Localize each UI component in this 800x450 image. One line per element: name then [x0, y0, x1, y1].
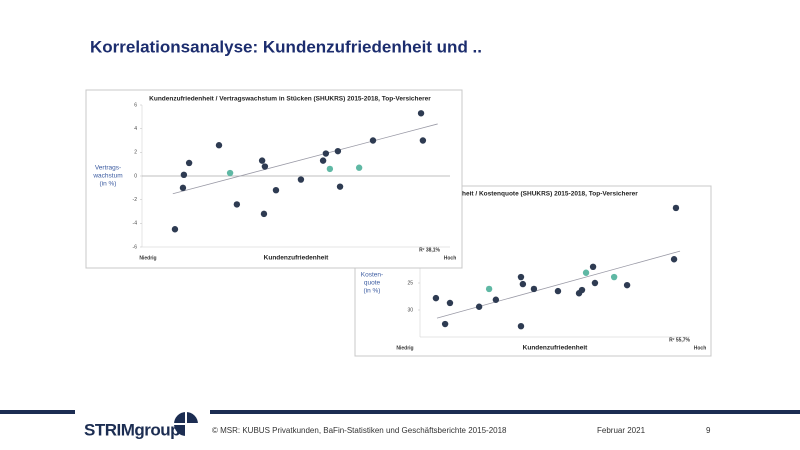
point — [517, 273, 525, 281]
point — [417, 110, 425, 117]
chart-title: heit / Kostenquote (SHUKRS) 2015-2018, T… — [462, 191, 638, 198]
point — [519, 280, 527, 288]
logo: STRIMgroup — [84, 420, 180, 439]
point — [171, 226, 179, 233]
footer-rule — [210, 410, 800, 414]
y-axis-label: wachstum — [92, 173, 122, 180]
point — [419, 137, 427, 144]
charts: heit / Kostenquote (SHUKRS) 2015-2018, T… — [85, 89, 712, 357]
point — [261, 163, 269, 170]
point — [492, 296, 500, 303]
annotation: R² 38,1% — [419, 247, 440, 253]
point — [582, 269, 590, 276]
x-axis-label: Kundenzufriedenheit — [523, 345, 588, 352]
x-high-label: Hoch — [694, 345, 707, 351]
y-axis-label: quote — [364, 280, 381, 287]
x-axis-label: Kundenzufriedenheit — [264, 255, 329, 262]
point — [578, 286, 586, 294]
point — [322, 150, 330, 157]
point — [180, 171, 188, 179]
annotation: R² 55,7% — [669, 337, 690, 343]
point — [530, 285, 538, 293]
y-tick-label: 25 — [407, 280, 413, 286]
y-tick-label: 4 — [134, 126, 137, 132]
y-tick-label: 6 — [134, 102, 137, 108]
point — [179, 184, 187, 192]
point — [272, 187, 280, 194]
y-axis-label: (in %) — [364, 288, 381, 295]
point — [326, 165, 334, 173]
y-axis-label: Vertrags- — [95, 165, 121, 172]
y-tick-label: 30 — [407, 307, 413, 313]
x-high-label: Hoch — [444, 255, 457, 261]
point — [517, 323, 525, 330]
footer-source: © MSR: KUBUS Privatkunden, BaFin-Statist… — [212, 426, 507, 435]
point — [260, 210, 268, 218]
point — [591, 279, 599, 287]
y-axis-label: Kosten- — [361, 272, 383, 279]
y-tick-label: 2 — [134, 150, 137, 156]
point — [297, 176, 305, 183]
point — [258, 157, 266, 164]
point — [610, 273, 618, 281]
page-number: 9 — [706, 426, 711, 435]
x-low-label: Niedrig — [396, 345, 413, 351]
y-axis-label: (in %) — [100, 181, 117, 188]
point — [319, 157, 327, 164]
point — [475, 303, 483, 310]
point — [554, 287, 562, 295]
y-tick-label: -6 — [133, 244, 138, 250]
point — [670, 256, 678, 263]
point — [336, 183, 344, 190]
point — [432, 294, 440, 302]
trend-line — [172, 123, 438, 195]
chart-frame — [85, 89, 463, 269]
x-low-label: Niedrig — [139, 255, 156, 261]
point — [334, 147, 342, 155]
footer-rule — [0, 410, 75, 414]
point — [623, 281, 631, 289]
y-tick-label: 0 — [134, 173, 137, 179]
point — [672, 204, 680, 212]
chart-title: Kundenzufriedenheit / Vertragswachstum i… — [149, 96, 431, 103]
y-tick-label: -4 — [133, 221, 138, 227]
point — [355, 164, 363, 171]
point — [185, 159, 193, 167]
chart: Kundenzufriedenheit / Vertragswachstum i… — [85, 89, 463, 269]
point — [441, 320, 449, 328]
logo-mark — [174, 412, 198, 436]
point — [215, 142, 223, 149]
slide-title: Korrelationsanalyse: Kundenzufriedenheit… — [90, 37, 482, 56]
footer-date: Februar 2021 — [597, 426, 646, 435]
point — [446, 299, 454, 307]
y-tick-label: -2 — [133, 197, 138, 203]
point — [485, 285, 493, 293]
point — [226, 169, 234, 177]
point — [369, 137, 377, 144]
point — [589, 263, 597, 270]
point — [233, 201, 241, 208]
